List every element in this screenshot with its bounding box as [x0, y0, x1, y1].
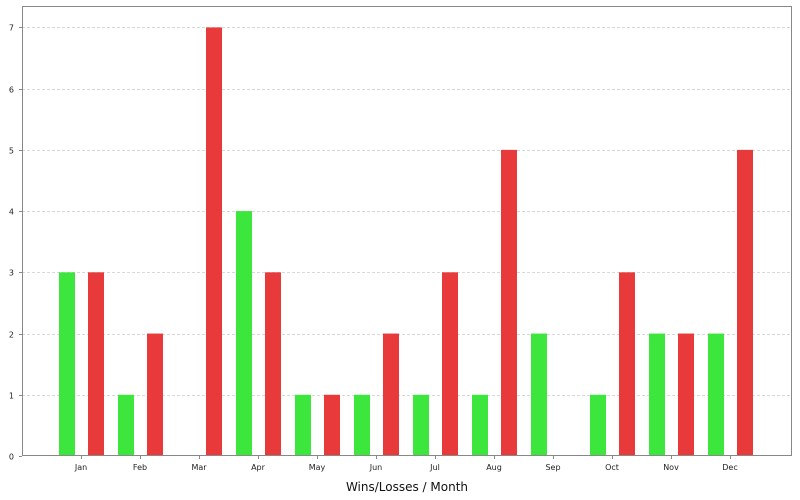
y-tick-label: 4 [9, 208, 14, 217]
x-tick-label: Jan [74, 463, 87, 472]
x-tick-label: Aug [486, 463, 502, 472]
grid [22, 27, 792, 396]
loss-bar-jun [383, 333, 399, 456]
win-bar-nov [649, 333, 665, 456]
x-tick-label: Sep [545, 463, 560, 472]
y-tick-label: 6 [9, 86, 14, 95]
win-bar-dec [708, 333, 724, 456]
y-tick-label: 2 [9, 331, 14, 340]
loss-bar-nov [678, 333, 694, 456]
win-bar-jun [354, 394, 370, 456]
x-tick-label: Feb [133, 463, 147, 472]
x-tick-label: Oct [605, 463, 619, 472]
x-tick-label: Apr [251, 463, 266, 472]
loss-bar-feb [147, 333, 163, 456]
win-bar-apr [236, 211, 252, 456]
x-axis: Jan Feb Mar Apr May Jun Jul Aug Sep Oct Nov Dec [74, 456, 738, 472]
x-tick-label: May [309, 463, 326, 472]
x-tick-label: Mar [191, 463, 207, 472]
loss-bar-oct [619, 272, 635, 456]
x-tick-label: Jul [429, 463, 440, 472]
win-bar-jul [413, 394, 429, 456]
loss-bar-jan [88, 272, 104, 456]
x-tick-label: Nov [663, 463, 679, 472]
y-tick-label: 5 [9, 147, 14, 156]
plot-frame [22, 6, 792, 456]
loss-bar-dec [737, 149, 753, 456]
x-axis-title: Wins/Losses / Month [346, 480, 468, 494]
loss-bar-apr [265, 272, 281, 456]
y-tick-label: 3 [9, 269, 14, 278]
bars [59, 27, 753, 457]
y-axis: 0 1 2 3 4 5 6 7 [9, 24, 22, 462]
win-bar-feb [118, 394, 134, 456]
x-tick-label: Dec [722, 463, 737, 472]
win-bar-may [295, 394, 311, 456]
y-tick-label: 7 [9, 24, 14, 33]
win-bar-jan [59, 272, 75, 456]
loss-bar-may [324, 394, 340, 456]
win-bar-aug [472, 394, 488, 456]
y-tick-label: 0 [9, 453, 14, 462]
win-bar-sep [531, 333, 547, 456]
loss-bar-jul [442, 272, 458, 456]
x-tick-label: Jun [369, 463, 383, 472]
y-tick-label: 1 [9, 392, 14, 401]
loss-bar-aug [501, 149, 517, 456]
loss-bar-mar [206, 27, 222, 457]
win-bar-oct [590, 394, 606, 456]
